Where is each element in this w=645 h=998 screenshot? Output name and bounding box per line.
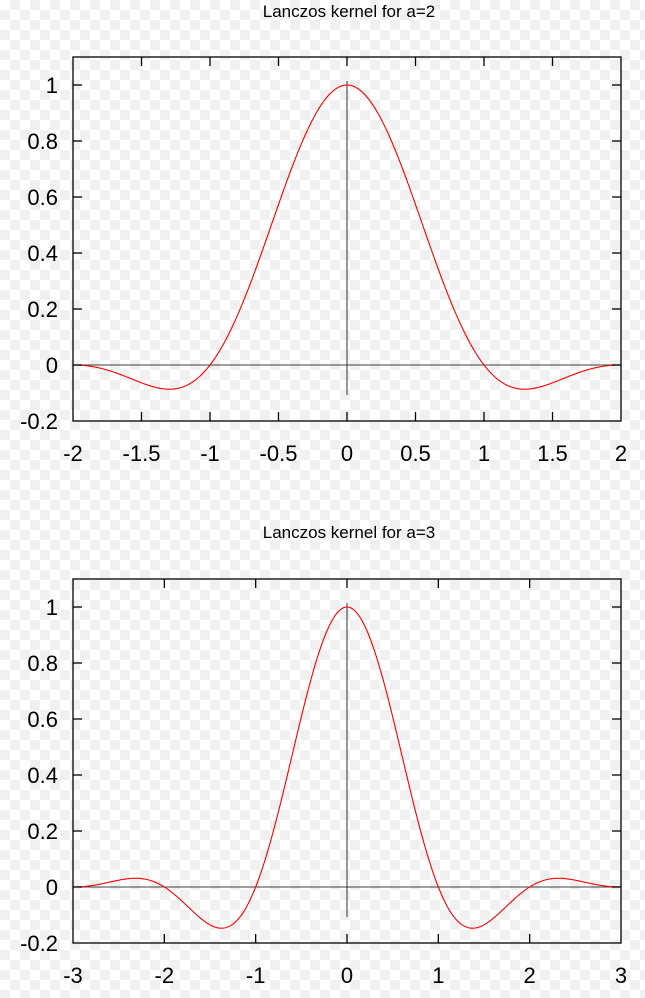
chart-lanczos-a3: Lanczos kernel for a=3 -3 -2 -1 0 1 2 3 -0.2 0 0.2… [20,523,627,988]
x-tick-label: 2 [524,963,536,988]
y-tick-label: 1 [46,595,58,620]
y-tick-label: -0.2 [20,931,58,956]
x-tick-label: 3 [615,963,627,988]
y-tick-label: 0.6 [27,185,58,210]
x-tick-label: 2 [615,441,627,466]
x-tick-label: 1 [432,963,444,988]
x-tick-label: 1.5 [537,441,568,466]
y-tick-label: 0.6 [27,707,58,732]
x-tick-label: 0 [341,963,353,988]
y-tick-label: 0.2 [27,819,58,844]
y-tick-label: 0.2 [27,297,58,322]
y-tick-label: -0.2 [20,409,58,434]
y-tick-label: 0.4 [27,763,58,788]
y-tick-label: 0.8 [27,651,58,676]
y-tick-label: 0.4 [27,241,58,266]
chart-title: Lanczos kernel for a=2 [263,2,435,21]
y-tick-label: 1 [46,73,58,98]
kernel-curve [72,606,622,929]
y-tick-label: 0 [46,875,58,900]
x-tick-label: -1 [246,963,266,988]
x-tick-label: 1 [478,441,490,466]
chart-lanczos-a2: Lanczos kernel for a=2 -2 -1.5 -1 -0.5 0 0.5 1 1… [20,2,627,466]
kernel-curve [72,84,622,390]
x-tick-label: -3 [63,963,83,988]
y-tick-label: 0 [46,353,58,378]
x-tick-label: -2 [63,441,83,466]
x-tick-label: 0 [341,441,353,466]
x-tick-label: -0.5 [260,441,298,466]
chart-title: Lanczos kernel for a=3 [263,523,435,542]
x-tick-label: 0.5 [400,441,431,466]
x-tick-label: -2 [155,963,175,988]
x-tick-label: -1 [200,441,220,466]
x-tick-label: -1.5 [123,441,161,466]
y-tick-label: 0.8 [27,129,58,154]
